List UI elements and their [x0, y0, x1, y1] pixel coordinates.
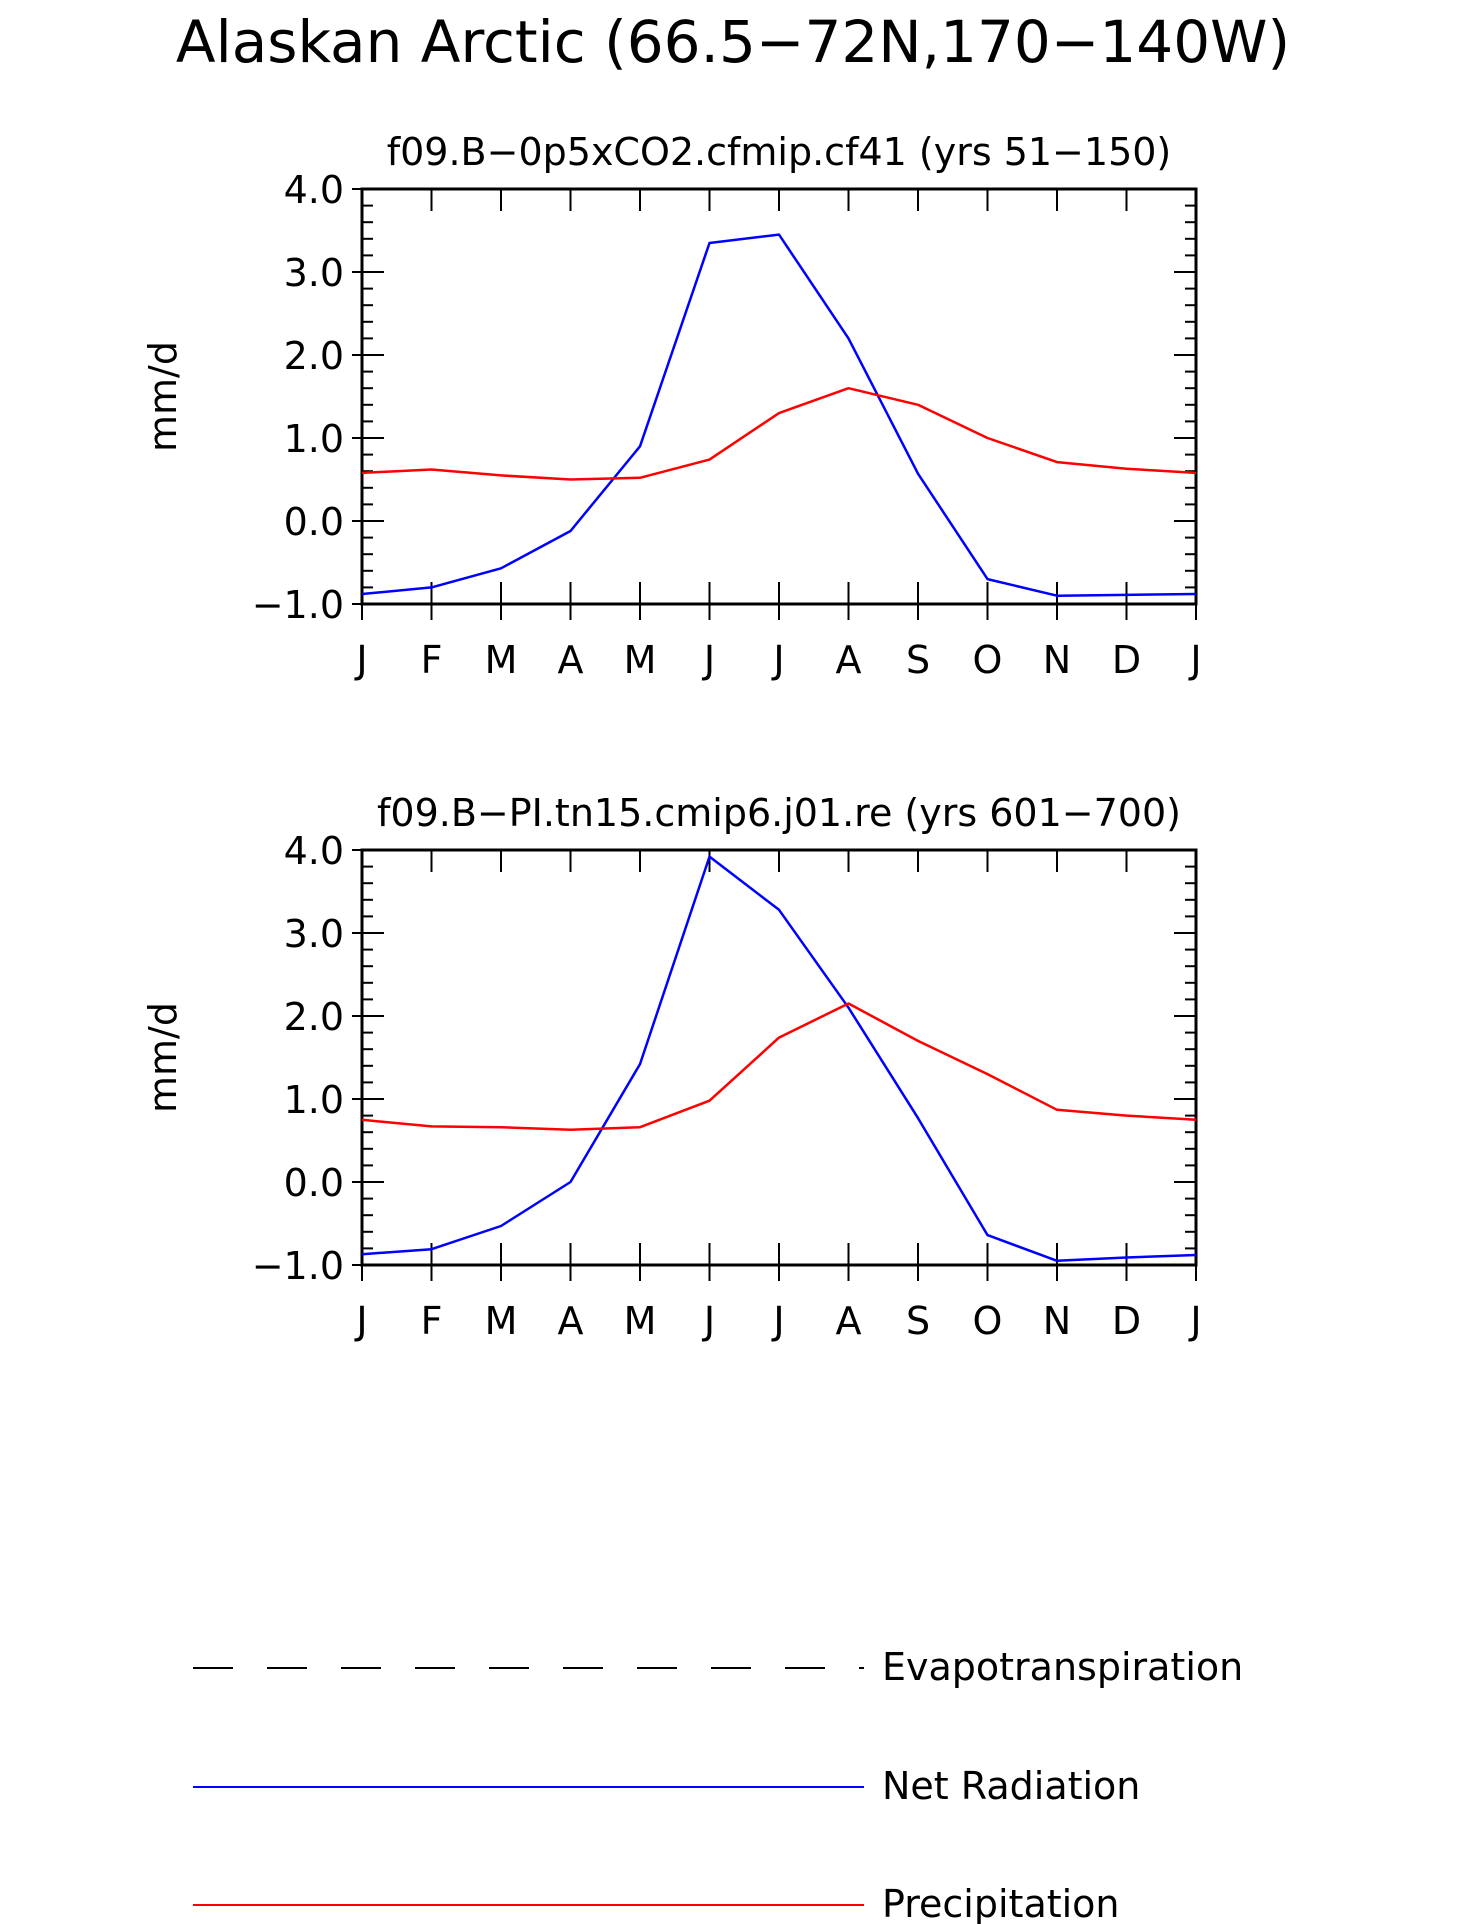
x-tick-label: J	[354, 638, 367, 682]
x-tick-label: D	[1112, 1299, 1141, 1343]
chart-panel-top: f09.B−0p5xCO2.cfmip.cf41 (yrs 51−150) mm/…	[141, 130, 1202, 682]
x-tick-label: M	[485, 1299, 518, 1343]
legend-label-precipitation: Precipitation	[882, 1882, 1120, 1924]
x-tick-label: O	[973, 1299, 1003, 1343]
chart-title: f09.B−PI.tn15.cmip6.j01.re (yrs 601−700)	[377, 791, 1181, 835]
x-tick-label: J	[1188, 1299, 1201, 1343]
y-tick-label: 1.0	[284, 1078, 344, 1122]
y-tick-label: 0.0	[284, 500, 344, 544]
y-tick-label: 0.0	[284, 1161, 344, 1205]
y-tick-label: 4.0	[284, 829, 344, 873]
x-tick-label: F	[421, 1299, 443, 1343]
x-tick-label: M	[485, 638, 518, 682]
legend: Evapotranspiration Net Radiation Precipi…	[193, 1645, 1243, 1924]
x-tick-label: N	[1043, 638, 1071, 682]
plot-frame	[360, 848, 1198, 1267]
x-tick-label: J	[702, 638, 715, 682]
chart-panel-bottom: f09.B−PI.tn15.cmip6.j01.re (yrs 601−700)…	[141, 791, 1202, 1343]
x-tick-label: M	[624, 638, 657, 682]
chart-title: f09.B−0p5xCO2.cfmip.cf41 (yrs 51−150)	[387, 130, 1172, 174]
x-tick-label: S	[906, 638, 930, 682]
y-tick-label: 1.0	[284, 417, 344, 461]
x-tick-label: A	[558, 638, 584, 682]
x-tick-label: N	[1043, 1299, 1071, 1343]
x-tick-label: O	[973, 638, 1003, 682]
y-axis-label: mm/d	[141, 1002, 185, 1113]
legend-label-net-radiation: Net Radiation	[882, 1764, 1140, 1808]
y-tick-label: −1.0	[252, 1244, 344, 1288]
x-tick-label: S	[906, 1299, 930, 1343]
x-tick-label: F	[421, 638, 443, 682]
y-axis-label: mm/d	[141, 341, 185, 452]
legend-label-evapotranspiration: Evapotranspiration	[882, 1645, 1243, 1689]
series-line-precipitation	[361, 386, 1197, 481]
x-tick-label: J	[702, 1299, 715, 1343]
y-tick-label: 2.0	[284, 995, 344, 1039]
y-tick-label: 4.0	[284, 168, 344, 212]
plot-frame	[360, 187, 1198, 606]
x-tick-label: J	[1188, 638, 1201, 682]
y-tick-label: 2.0	[284, 334, 344, 378]
x-tick-label: A	[836, 638, 862, 682]
series-line-precipitation	[361, 1002, 1197, 1131]
x-tick-label: J	[354, 1299, 367, 1343]
series-line-net-radiation	[361, 855, 1197, 1263]
x-tick-label: J	[771, 1299, 784, 1343]
series-line-net-radiation	[361, 233, 1197, 597]
y-tick-label: 3.0	[284, 912, 344, 956]
y-tick-label: −1.0	[252, 583, 344, 627]
x-tick-label: J	[771, 638, 784, 682]
x-tick-label: D	[1112, 638, 1141, 682]
figure-title: Alaskan Arctic (66.5−72N,170−140W)	[176, 8, 1290, 76]
x-tick-label: A	[558, 1299, 584, 1343]
x-tick-label: M	[624, 1299, 657, 1343]
y-tick-label: 3.0	[284, 251, 344, 295]
x-tick-label: A	[836, 1299, 862, 1343]
